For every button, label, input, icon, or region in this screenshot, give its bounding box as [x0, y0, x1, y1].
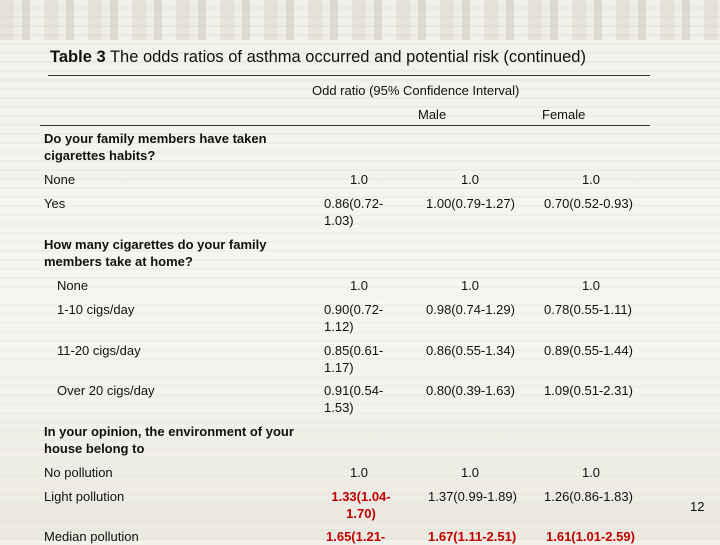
table-cell: 0.80(0.39-1.63) — [426, 383, 515, 398]
row-label: No pollution — [44, 465, 113, 480]
table-title-text: The odds ratios of asthma occurred and p… — [109, 48, 586, 66]
table-cell: 1.0 — [460, 465, 480, 480]
table-cell: 1.0 — [581, 278, 601, 293]
table-cell: 0.86(0.55-1.34) — [426, 343, 515, 358]
table-cell: 0.91(0.54-1.53) — [324, 383, 384, 415]
row-label: Light pollution — [44, 489, 125, 504]
row-label: 1-10 cigs/day — [57, 302, 135, 317]
table-cell: 1.37(0.99-1.89) — [428, 489, 517, 504]
table-cell: 0.89(0.55-1.44) — [544, 343, 633, 358]
table-cell-significant: 1.67(1.11-2.51) — [428, 529, 517, 544]
row-label: Median pollution — [44, 529, 139, 544]
table-cell: 0.78(0.55-1.11) — [544, 302, 632, 317]
row-label: Yes — [44, 196, 66, 211]
table-cell: 1.0 — [581, 172, 601, 187]
row-label: None — [44, 172, 76, 187]
header-rule — [40, 125, 650, 126]
title-rule — [48, 75, 650, 76]
table-cell: 1.0 — [349, 465, 369, 480]
table-cell: 1.0 — [460, 278, 480, 293]
table-cell: 1.09(0.51-2.31) — [544, 383, 633, 398]
table-cell-significant: 1.61(1.01-2.59) — [546, 529, 635, 544]
table-cell: 0.98(0.74-1.29) — [426, 302, 515, 317]
header-group-label: Odd ratio (95% Confidence Interval) — [312, 83, 520, 98]
table-cell: 0.85(0.61-1.17) — [324, 343, 384, 375]
section-heading: Do your family members have taken cigare… — [44, 131, 267, 163]
table-title: Table 3 The odds ratios of asthma occurr… — [50, 48, 650, 67]
table-cell-significant: 1.33(1.04-1.70) — [331, 489, 391, 521]
table-cell: 1.00(0.79-1.27) — [426, 196, 515, 211]
row-label: Over 20 cigs/day — [57, 383, 155, 398]
table-cell: 1.26(0.86-1.83) — [544, 489, 633, 504]
table-title-prefix: Table 3 — [50, 48, 106, 66]
table-cell-significant: 1.65(1.21- — [326, 529, 386, 544]
table-cell: 1.0 — [460, 172, 480, 187]
table-cell: 0.90(0.72-1.12) — [324, 302, 384, 334]
page-number: 12 — [690, 499, 705, 514]
header-female: Female — [542, 107, 586, 122]
table-cell: 1.0 — [349, 278, 369, 293]
table-cell: 0.86(0.72-1.03) — [324, 196, 384, 228]
row-label: None — [57, 278, 89, 293]
row-label: 11-20 cigs/day — [57, 343, 141, 358]
table-cell: 1.0 — [581, 465, 601, 480]
section-heading: In your opinion, the environment of your… — [44, 424, 294, 456]
section-heading: How many cigarettes do your family membe… — [44, 237, 267, 269]
header-male: Male — [418, 107, 447, 122]
table-cell: 1.0 — [349, 172, 369, 187]
table-cell: 0.70(0.52-0.93) — [544, 196, 633, 211]
